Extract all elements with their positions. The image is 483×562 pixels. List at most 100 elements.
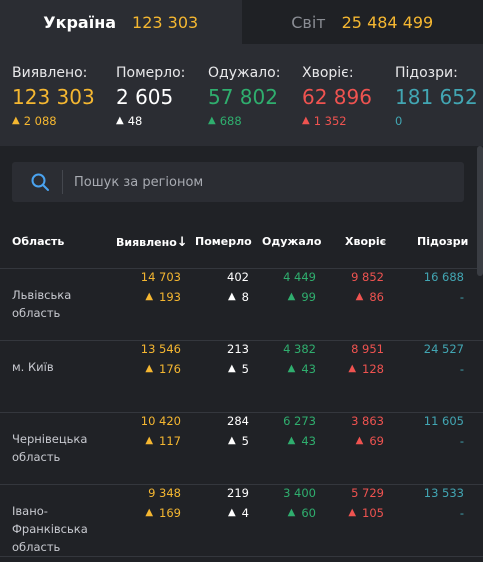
table-row[interactable]: м. Київ 13 546 ▲ 176 213 ▲ 5 4 382 ▲ 43 8 9… bbox=[0, 341, 483, 413]
table-row[interactable]: Львівська область 14 703 ▲ 193 402 ▲ 8 4 4… bbox=[0, 269, 483, 341]
stat-delta-value: 0 bbox=[395, 114, 403, 128]
arrow-up-icon: ▲ bbox=[227, 291, 236, 302]
summary-stats: Виявлено: 123 303 ▲ 2 088 Померло: 2 605… bbox=[0, 44, 483, 146]
stat-delta-value: 1 352 bbox=[313, 114, 347, 128]
cell-delta-value: 43 bbox=[301, 434, 316, 448]
search-box[interactable] bbox=[12, 162, 464, 202]
cell-delta-value: 117 bbox=[159, 434, 181, 448]
arrow-up-icon: ▲ bbox=[302, 115, 310, 126]
cell-sick: 8 951 ▲ 128 bbox=[348, 341, 384, 377]
stat-recovered: Одужало: 57 802 ▲ 688 bbox=[208, 64, 280, 129]
cell-sick: 9 852 ▲ 86 bbox=[351, 269, 384, 305]
table-row[interactable]: Чернівецька область 10 420 ▲ 117 284 ▲ 5 6… bbox=[0, 413, 483, 485]
cell-delta: ▲ 4 bbox=[227, 505, 249, 521]
cell-delta: ▲ 99 bbox=[283, 289, 316, 305]
arrow-up-icon: ▲ bbox=[287, 507, 296, 518]
stat-label: Хворіє: bbox=[302, 65, 354, 81]
arrow-up-icon: ▲ bbox=[12, 115, 20, 126]
cell-delta-value: 193 bbox=[159, 290, 181, 304]
cell-delta: ▲ 69 bbox=[351, 433, 384, 449]
cell-sick: 5 729 ▲ 105 bbox=[348, 485, 384, 521]
search-input[interactable] bbox=[74, 162, 454, 202]
cell-confirmed: 13 546 ▲ 176 bbox=[141, 341, 181, 377]
cell-delta: ▲ 117 bbox=[141, 433, 181, 449]
cell-suspected: 24 527 - bbox=[424, 341, 464, 377]
cell-delta-value: 5 bbox=[241, 434, 249, 448]
cell-delta: ▲ 5 bbox=[227, 361, 249, 377]
stat-suspected: Підозри: 181 652 0 bbox=[395, 64, 478, 129]
cell-recovered: 3 400 ▲ 60 bbox=[283, 485, 316, 521]
stat-delta: ▲ 1 352 bbox=[302, 113, 372, 129]
cell-delta: ▲ 43 bbox=[283, 433, 316, 449]
cell-delta: ▲ 8 bbox=[227, 289, 249, 305]
arrow-up-icon: ▲ bbox=[145, 507, 154, 518]
cell-value: 284 bbox=[227, 414, 249, 428]
header-suspected[interactable]: Підозри bbox=[417, 235, 469, 248]
cell-delta: - bbox=[424, 505, 464, 521]
arrow-up-icon: ▲ bbox=[287, 435, 296, 446]
arrow-up-icon: ▲ bbox=[355, 291, 364, 302]
cell-delta-value: 169 bbox=[159, 506, 181, 520]
stat-value: 57 802 bbox=[208, 85, 278, 109]
region-name: Львівська область bbox=[12, 288, 72, 320]
cell-value: 13 533 bbox=[423, 486, 464, 500]
arrow-up-icon: ▲ bbox=[287, 363, 296, 374]
tab-label: Світ bbox=[291, 12, 326, 32]
cell-deaths: 219 ▲ 4 bbox=[227, 485, 249, 521]
cell-value: 3 400 bbox=[283, 486, 316, 500]
table-header: Область Виявлено↓ Померло Одужало Хворіє… bbox=[0, 203, 483, 269]
header-confirmed[interactable]: Виявлено↓ bbox=[116, 235, 188, 250]
cell-delta: - bbox=[424, 289, 464, 305]
cell-delta-value: 86 bbox=[369, 290, 384, 304]
cell-delta-value: - bbox=[459, 290, 464, 304]
cell-value: 6 273 bbox=[283, 414, 316, 428]
header-recovered[interactable]: Одужало bbox=[262, 235, 322, 248]
cell-recovered: 4 449 ▲ 99 bbox=[283, 269, 316, 305]
table-row[interactable]: Івано-Франківська область 9 348 ▲ 169 219… bbox=[0, 485, 483, 557]
arrow-up-icon: ▲ bbox=[348, 363, 357, 374]
tab-world[interactable]: Світ 25 484 499 bbox=[241, 0, 483, 44]
stat-delta-value: 688 bbox=[219, 114, 242, 128]
stat-label: Одужало: bbox=[208, 65, 281, 81]
arrow-up-icon: ▲ bbox=[145, 291, 154, 302]
cell-delta: ▲ 193 bbox=[141, 289, 181, 305]
arrow-up-icon: ▲ bbox=[348, 507, 357, 518]
cell-delta-value: 69 bbox=[369, 434, 384, 448]
cell-value: 8 951 bbox=[351, 342, 384, 356]
scrollbar[interactable] bbox=[477, 146, 483, 276]
tab-value: 123 303 bbox=[132, 12, 199, 32]
arrow-up-icon: ▲ bbox=[145, 363, 154, 374]
stat-delta: 0 bbox=[395, 113, 478, 129]
cell-delta-value: 8 bbox=[241, 290, 249, 304]
cell-sick: 3 863 ▲ 69 bbox=[351, 413, 384, 449]
stat-delta: ▲ 2 088 bbox=[12, 113, 95, 129]
cell-value: 11 605 bbox=[423, 414, 464, 428]
stat-label: Виявлено: bbox=[12, 65, 88, 81]
tab-ukraine[interactable]: Україна 123 303 bbox=[0, 0, 242, 44]
cell-delta: ▲ 43 bbox=[283, 361, 316, 377]
stat-label: Підозри: bbox=[395, 65, 458, 81]
search-divider bbox=[62, 170, 63, 194]
cell-delta: - bbox=[424, 361, 464, 377]
arrow-up-icon: ▲ bbox=[116, 115, 124, 126]
stat-delta-value: 48 bbox=[127, 114, 143, 128]
cell-confirmed: 14 703 ▲ 193 bbox=[141, 269, 181, 305]
header-deaths[interactable]: Померло bbox=[195, 235, 252, 248]
search-section bbox=[0, 146, 483, 203]
cell-value: 9 348 bbox=[148, 486, 181, 500]
cell-delta: ▲ 5 bbox=[227, 433, 249, 449]
region-name: Івано-Франківська область bbox=[12, 504, 88, 554]
cell-delta: - bbox=[424, 433, 464, 449]
header-confirmed-label: Виявлено bbox=[116, 236, 177, 249]
cell-value: 13 546 bbox=[140, 342, 181, 356]
cell-value: 213 bbox=[227, 342, 249, 356]
arrow-up-icon: ▲ bbox=[227, 435, 236, 446]
header-region: Область bbox=[12, 235, 65, 248]
stat-confirmed: Виявлено: 123 303 ▲ 2 088 bbox=[12, 64, 95, 129]
header-sick[interactable]: Хворіє bbox=[345, 235, 387, 248]
cell-delta-value: 43 bbox=[301, 362, 316, 376]
cell-delta: ▲ 169 bbox=[145, 505, 181, 521]
cell-delta-value: 176 bbox=[159, 362, 181, 376]
search-icon[interactable] bbox=[30, 172, 50, 192]
cell-value: 219 bbox=[227, 486, 249, 500]
